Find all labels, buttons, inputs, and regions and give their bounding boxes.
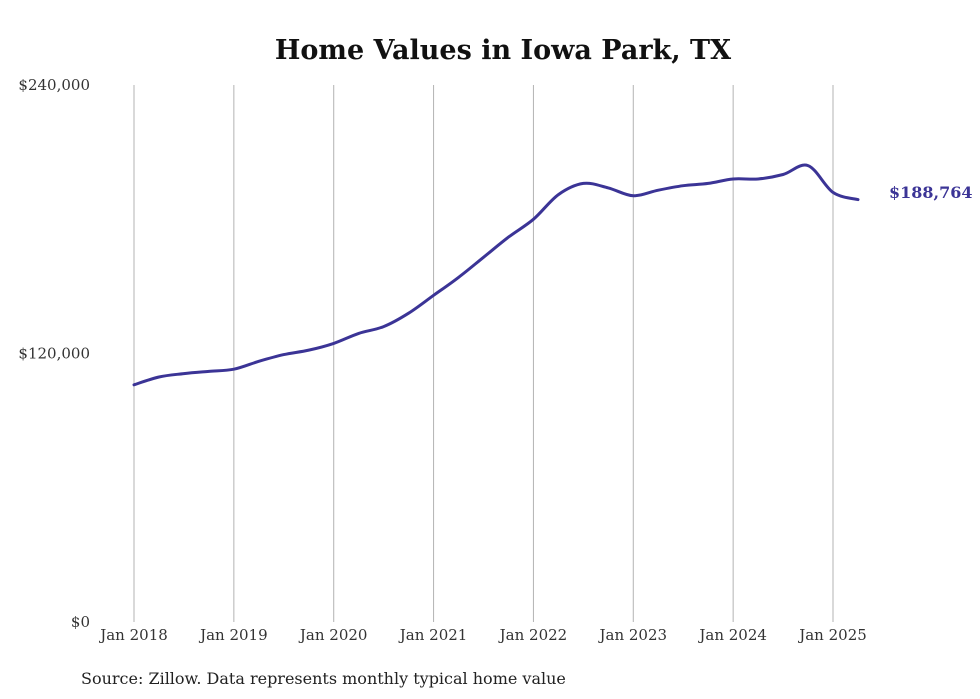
x-tick-label: Jan 2020 <box>298 626 368 644</box>
x-tick-label: Jan 2018 <box>98 626 168 644</box>
x-tick-label: Jan 2022 <box>498 626 568 644</box>
series-layer <box>132 163 860 387</box>
x-tick-label: Jan 2023 <box>598 626 668 644</box>
chart-title: Home Values in Iowa Park, TX <box>275 35 731 66</box>
x-tick-label: Jan 2021 <box>398 626 468 644</box>
y-axis-ticks: $0 $120,000 $240,000 <box>18 76 90 631</box>
gridlines <box>133 85 834 622</box>
y-tick-label: $120,000 <box>18 345 90 363</box>
x-tick-label: Jan 2025 <box>797 626 867 644</box>
x-tick-label: Jan 2024 <box>697 626 767 644</box>
series-line <box>132 163 860 387</box>
last-value-label: $188,764 <box>889 183 973 202</box>
source-note: Source: Zillow. Data represents monthly … <box>81 669 566 688</box>
x-axis-ticks: Jan 2018 Jan 2019 Jan 2020 Jan 2021 Jan 2022… <box>98 626 867 644</box>
y-tick-label: $240,000 <box>18 76 90 94</box>
x-tick-label: Jan 2019 <box>198 626 268 644</box>
y-tick-label: $0 <box>71 613 90 631</box>
